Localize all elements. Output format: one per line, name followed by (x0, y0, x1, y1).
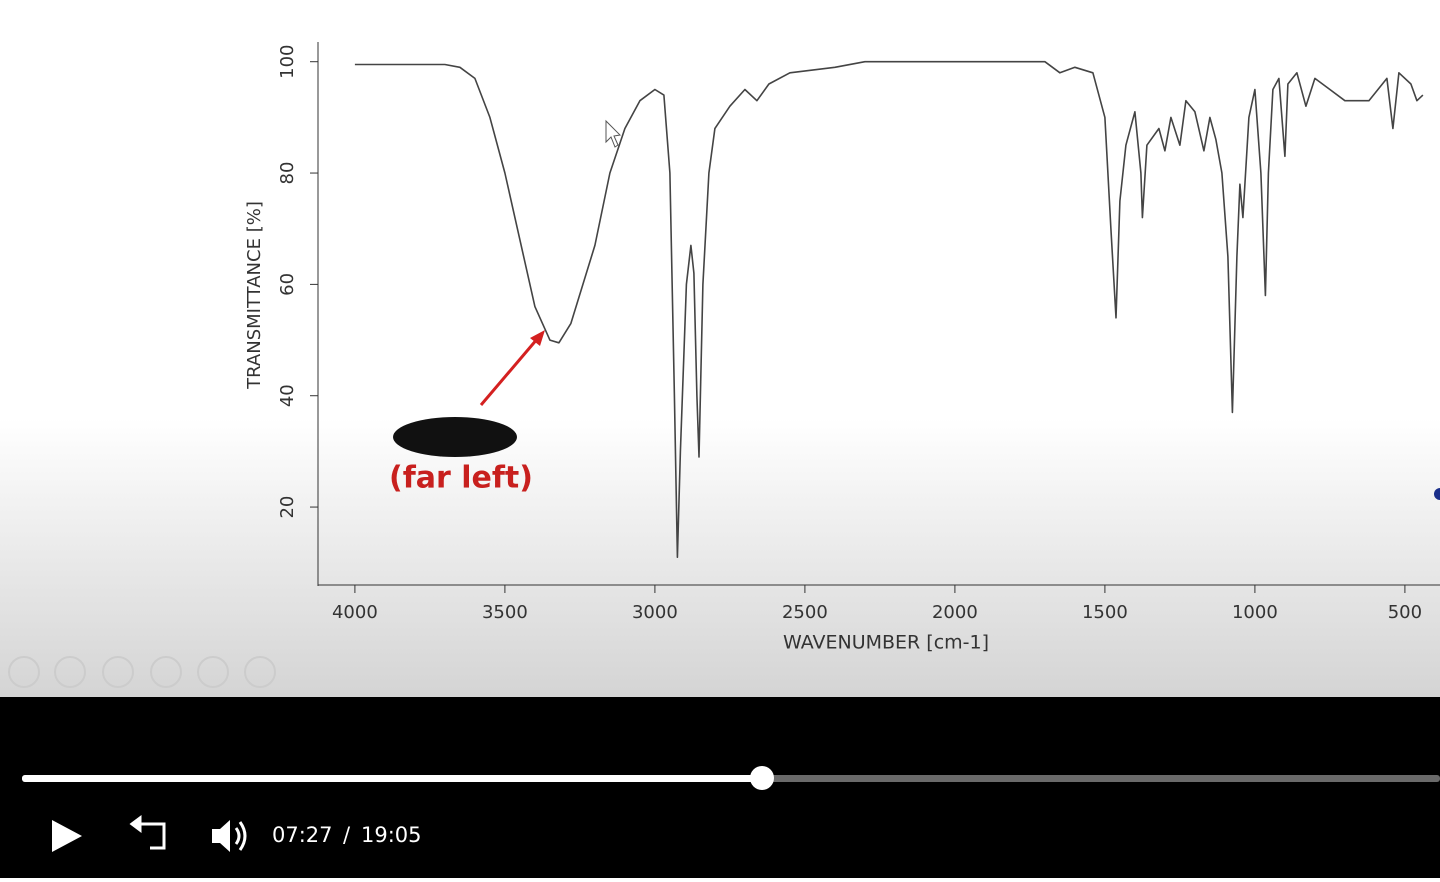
y-tick-label: 80 (277, 162, 298, 185)
prev-icon (8, 656, 40, 688)
next-icon (54, 656, 86, 688)
slides-icon (150, 656, 182, 688)
play-button[interactable] (52, 820, 82, 852)
arrow-head (530, 330, 545, 346)
replay-arc (138, 822, 166, 850)
slide-background (0, 0, 1440, 697)
y-tick-label: 20 (277, 496, 298, 519)
current-time: 07:27 (272, 823, 333, 847)
pointer-dot (1434, 488, 1440, 500)
annotation-arrow (479, 337, 540, 406)
pen-icon (102, 656, 134, 688)
x-tick-label: 1500 (1082, 602, 1128, 623)
spectrum-line (354, 60, 1424, 558)
progress-knob[interactable] (750, 766, 774, 790)
x-tick-label: 500 (1388, 602, 1422, 623)
zoom-icon (197, 656, 229, 688)
chart: TRANSMITTANCE [%] WAVENUMBER [cm-1] (far… (244, 42, 1440, 654)
x-axis-title: WAVENUMBER [cm-1] (783, 632, 989, 654)
volume-button[interactable] (212, 820, 247, 852)
sound-waves (234, 821, 247, 851)
replay-arrow (129, 815, 142, 833)
y-tick-label: 60 (277, 273, 298, 296)
player-bar (0, 697, 1440, 878)
x-tick-label: 4000 (332, 602, 378, 623)
y-axis-title: TRANSMITTANCE [%] (244, 201, 265, 390)
progress-played (22, 775, 762, 782)
slide-toolbar (8, 656, 276, 688)
speaker (212, 820, 230, 852)
y-tick-label: 40 (277, 384, 298, 407)
x-tick-label: 3000 (632, 602, 678, 623)
redaction-blob (393, 417, 517, 457)
x-tick-label: 2500 (782, 602, 828, 623)
mouse-cursor (605, 119, 622, 148)
duration: 19:05 (361, 823, 422, 847)
x-tick-label: 3500 (482, 602, 528, 623)
annotation: (far left) (389, 461, 533, 496)
time-separator: / (343, 823, 351, 847)
x-tick-label: 2000 (932, 602, 978, 623)
y-tick-label: 100 (277, 45, 298, 79)
more-icon (244, 656, 276, 688)
x-tick-label: 1000 (1232, 602, 1278, 623)
replay-10-button[interactable] (129, 815, 166, 850)
